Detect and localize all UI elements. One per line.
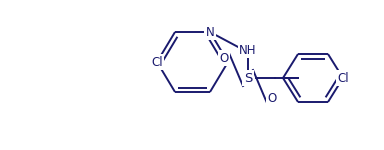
Text: O: O xyxy=(219,51,228,64)
Text: O: O xyxy=(267,92,276,105)
Text: NH: NH xyxy=(239,44,257,57)
Text: S: S xyxy=(244,72,252,84)
Text: Cl: Cl xyxy=(151,56,163,69)
Text: Cl: Cl xyxy=(337,72,349,84)
Text: N: N xyxy=(205,26,214,39)
